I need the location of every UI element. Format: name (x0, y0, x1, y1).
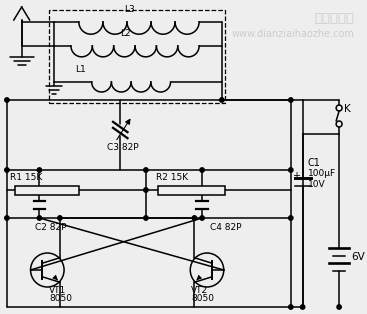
Text: L2: L2 (120, 29, 131, 38)
Text: C3 82P: C3 82P (108, 143, 139, 152)
Circle shape (37, 168, 41, 172)
Circle shape (144, 168, 148, 172)
Circle shape (288, 168, 293, 172)
Text: 10V: 10V (308, 180, 325, 189)
Text: 電子愛好者: 電子愛好者 (315, 12, 355, 24)
Text: VT2: VT2 (191, 286, 208, 295)
Circle shape (144, 216, 148, 220)
Circle shape (58, 216, 62, 220)
Bar (15, 186, 79, 194)
Circle shape (288, 98, 293, 102)
Circle shape (37, 216, 41, 220)
Circle shape (192, 216, 197, 220)
Text: VT1: VT1 (49, 286, 66, 295)
Circle shape (219, 98, 224, 102)
Text: C1: C1 (308, 158, 320, 168)
Circle shape (301, 305, 305, 309)
Circle shape (5, 216, 9, 220)
Circle shape (337, 305, 341, 309)
Text: L1: L1 (75, 65, 86, 74)
Text: 8050: 8050 (49, 294, 72, 303)
Circle shape (5, 98, 9, 102)
Bar (158, 186, 225, 194)
Circle shape (200, 216, 204, 220)
Bar (49, 10, 225, 103)
Circle shape (200, 168, 204, 172)
Text: R1 15K: R1 15K (10, 173, 42, 182)
Text: R2 15K: R2 15K (156, 173, 188, 182)
Text: C2 82P: C2 82P (34, 223, 66, 232)
Circle shape (144, 188, 148, 192)
Text: 100μF: 100μF (308, 169, 336, 178)
Circle shape (5, 168, 9, 172)
Text: +: + (292, 171, 300, 181)
Text: K: K (344, 104, 351, 114)
Text: L3: L3 (124, 5, 135, 14)
Text: 6V: 6V (351, 252, 365, 262)
Circle shape (288, 305, 293, 309)
Text: C4 82P: C4 82P (210, 223, 241, 232)
Text: www.dianziaihaozhe.com: www.dianziaihaozhe.com (232, 29, 355, 39)
Text: 8050: 8050 (191, 294, 214, 303)
Circle shape (288, 216, 293, 220)
